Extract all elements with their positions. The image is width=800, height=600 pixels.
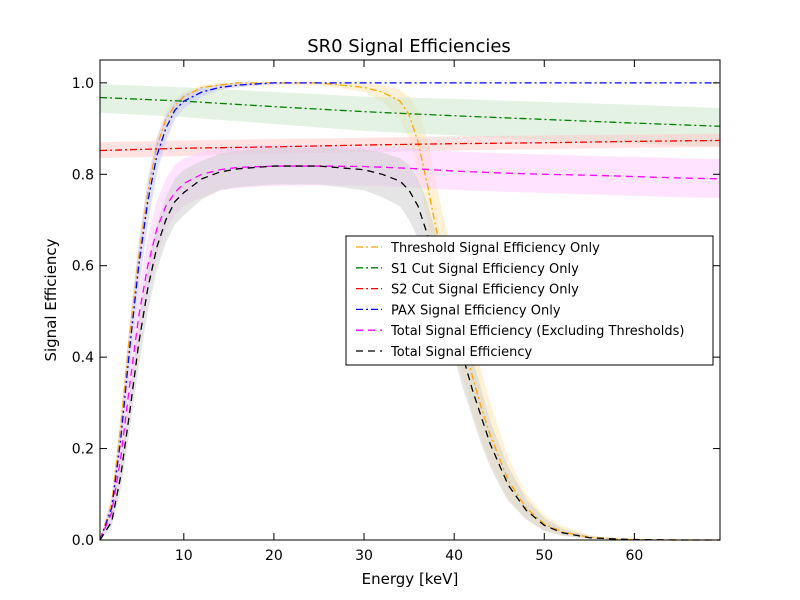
series-line-3 — [99, 82, 720, 541]
legend-label-1: S1 Cut Signal Efficiency Only — [391, 262, 579, 277]
x-axis-label: Energy [keV] — [362, 570, 459, 588]
y-axis-label: Signal Efficiency — [42, 238, 60, 361]
plot-frame — [99, 59, 721, 541]
legend-label-2: S2 Cut Signal Efficiency Only — [391, 283, 579, 298]
x-tick-label: 10 — [175, 548, 193, 564]
y-axis-ticks: 0.0 0.2 0.4 0.6 0.8 1.0 — [72, 76, 720, 549]
legend-label-4: Total Signal Efficiency (Excluding Thres… — [390, 324, 684, 339]
series-lines — [99, 82, 721, 541]
legend-box — [345, 235, 714, 366]
series-line-5 — [99, 165, 720, 541]
band-3 — [100, 82, 720, 540]
chart-title: SR0 Signal Efficiencies — [307, 36, 511, 57]
x-axis-ticks: 10 20 30 40 50 60 — [175, 60, 643, 564]
legend: Threshold Signal Efficiency Only S1 Cut S… — [345, 235, 714, 366]
y-tick-label: 0.4 — [72, 350, 94, 366]
y-tick-label: 1.0 — [72, 76, 94, 92]
x-tick-label: 60 — [625, 548, 643, 564]
x-tick-label: 30 — [355, 548, 373, 564]
y-tick-label: 0.2 — [72, 442, 94, 458]
x-tick-label: 40 — [445, 548, 463, 564]
series-line-4 — [99, 165, 721, 541]
series-line-0 — [99, 82, 720, 541]
legend-label-5: Total Signal Efficiency — [390, 345, 532, 360]
legend-label-0: Threshold Signal Efficiency Only — [390, 241, 600, 256]
x-tick-label: 20 — [265, 548, 283, 564]
y-tick-label: 0.0 — [72, 533, 94, 549]
x-tick-label: 50 — [535, 548, 553, 564]
legend-label-3: PAX Signal Efficiency Only — [391, 303, 561, 318]
y-tick-label: 0.6 — [72, 259, 94, 275]
band-4 — [100, 145, 720, 540]
y-tick-label: 0.8 — [72, 167, 94, 183]
